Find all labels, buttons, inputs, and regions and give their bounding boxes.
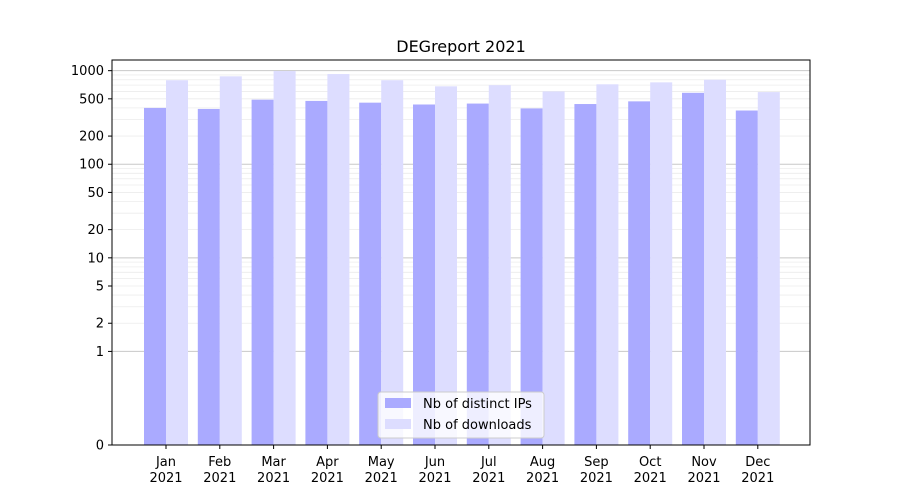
plot-frame xyxy=(111,59,811,446)
legend-swatch-downloads xyxy=(385,419,411,429)
legend-swatch-ips xyxy=(385,398,411,408)
y-tick-label: 0 xyxy=(96,439,104,454)
x-tick-label-year: 2021 xyxy=(311,471,344,486)
y-tick-label: 20 xyxy=(87,223,104,238)
x-tick-label-year: 2021 xyxy=(741,471,774,486)
bar-ips-dec xyxy=(735,110,758,446)
bar-downloads-jun xyxy=(435,86,457,446)
bar-ips-apr xyxy=(305,100,328,446)
bar-downloads-aug xyxy=(542,91,565,445)
x-tick-label-year: 2021 xyxy=(257,471,290,486)
bar-downloads-mar xyxy=(273,71,296,445)
y-tick-label: 200 xyxy=(79,130,104,145)
bar-ips-may xyxy=(359,102,382,445)
bar-ips-sep xyxy=(574,104,597,445)
bar-ips-oct xyxy=(628,101,651,446)
x-tick-label-month: Dec xyxy=(745,455,770,470)
x-tick-label-year: 2021 xyxy=(580,471,613,486)
bar-ips-jan xyxy=(144,107,166,446)
bar-downloads-apr xyxy=(327,74,350,445)
x-tick-label-month: Sep xyxy=(584,455,609,470)
x-tick-label-year: 2021 xyxy=(526,471,559,486)
x-tick-label-month: Nov xyxy=(691,455,717,470)
x-tick-label-month: Aug xyxy=(530,455,555,470)
axes-layer: Jan2021Feb2021Mar2021Apr2021May2021Jun20… xyxy=(71,64,774,486)
bar-downloads-nov xyxy=(704,79,726,445)
x-tick-label-year: 2021 xyxy=(365,471,398,486)
y-tick-label: 500 xyxy=(79,92,104,107)
x-tick-label-year: 2021 xyxy=(418,471,451,486)
bar-ips-feb xyxy=(197,108,220,446)
y-tick-label: 5 xyxy=(96,280,104,295)
legend: Nb of distinct IPs Nb of downloads xyxy=(377,391,545,439)
y-tick-label: 10 xyxy=(87,251,104,266)
bar-downloads-oct xyxy=(650,82,673,445)
x-tick-label-month: Apr xyxy=(316,455,339,470)
bar-downloads-dec xyxy=(757,92,780,446)
bar-downloads-may xyxy=(381,80,404,446)
x-tick-label-month: Jan xyxy=(155,455,176,470)
y-tick-label: 1 xyxy=(96,345,104,360)
y-tick-label: 2 xyxy=(96,317,104,332)
bar-ips-aug xyxy=(520,108,543,446)
x-tick-label-month: May xyxy=(368,455,395,470)
x-tick-label-year: 2021 xyxy=(634,471,667,486)
legend-label-downloads: Nb of downloads xyxy=(423,418,532,433)
bar-ips-nov xyxy=(682,92,704,446)
x-tick-label-year: 2021 xyxy=(472,471,505,486)
x-tick-label-month: Mar xyxy=(261,455,286,470)
legend-box xyxy=(377,391,545,439)
bar-downloads-feb xyxy=(219,76,242,445)
x-tick-label-month: Jul xyxy=(480,455,497,470)
legend-label-ips: Nb of distinct IPs xyxy=(423,397,532,412)
x-tick-label-month: Feb xyxy=(208,455,231,470)
x-tick-label-month: Oct xyxy=(639,455,661,470)
x-tick-label-month: Jun xyxy=(424,455,445,470)
x-tick-label-year: 2021 xyxy=(203,471,236,486)
bars-layer xyxy=(144,71,780,446)
bar-downloads-sep xyxy=(596,84,619,445)
y-tick-label: 100 xyxy=(79,158,104,173)
bar-ips-jun xyxy=(413,104,435,445)
x-tick-label-year: 2021 xyxy=(149,471,182,486)
y-tick-label: 50 xyxy=(87,186,104,201)
y-tick-label: 1000 xyxy=(71,64,104,79)
bar-ips-mar xyxy=(251,99,274,445)
bar-downloads-jan xyxy=(166,80,188,446)
bar-downloads-jul xyxy=(488,85,511,445)
chart-title: DEGreport 2021 xyxy=(396,37,526,56)
x-tick-label-year: 2021 xyxy=(687,471,720,486)
bar-ips-jul xyxy=(466,103,489,446)
